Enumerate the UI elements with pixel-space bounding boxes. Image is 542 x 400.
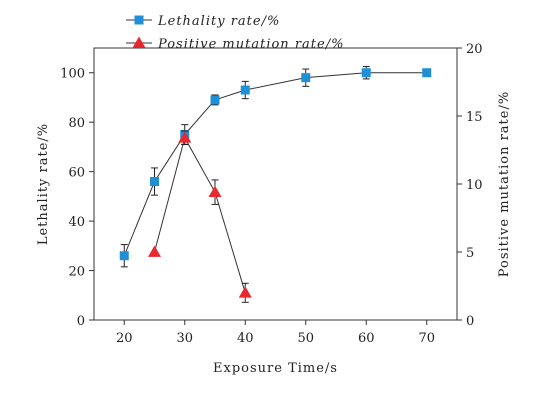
x-tick-label: 30 [176, 331, 193, 346]
data-point [422, 68, 432, 78]
x-tick-label: 60 [358, 331, 375, 346]
x-tick-label: 50 [297, 331, 314, 346]
data-point [361, 68, 371, 78]
legend-marker [134, 15, 144, 25]
axes: 20 30 40 50 60 70 0 20 40 60 80 100 0 5 10 15 20 Exposure… [36, 42, 512, 376]
y-tick-label: 40 [68, 215, 85, 230]
y2-tick-label: 5 [466, 246, 474, 261]
y2-tick-label: 0 [466, 314, 474, 329]
y-tick-label: 20 [68, 265, 85, 280]
data-point [210, 95, 220, 105]
x-axis-title: Exposure Time/s [213, 361, 338, 376]
series-layer [119, 66, 432, 303]
data-point [301, 73, 311, 83]
y2-tick-label: 15 [466, 110, 483, 125]
y2-tick-label: 20 [466, 42, 483, 57]
series-line [123, 72, 427, 256]
series-line [154, 136, 246, 293]
y2-axis-title: Positive mutation rate/% [497, 91, 512, 277]
y-tick-label: 100 [60, 67, 85, 82]
y-tick-label: 0 [77, 314, 85, 329]
series-positive-mutation-rate [148, 130, 252, 303]
y2-tick-label: 10 [466, 178, 483, 193]
data-point [119, 251, 129, 261]
legend-marker [132, 36, 146, 48]
y-axis-title: Lethality rate/% [36, 123, 51, 245]
data-point [238, 286, 252, 298]
legend: Lethality rate/% Positive mutation rate/% [126, 14, 344, 52]
y-tick-label: 80 [68, 116, 85, 131]
plot-frame [93, 47, 458, 321]
legend-label: Lethality rate/% [157, 14, 280, 29]
x-tick-label: 40 [237, 331, 254, 346]
data-point [178, 131, 192, 143]
legend-label: Positive mutation rate/% [157, 37, 344, 52]
series-lethality-rate [119, 66, 432, 268]
data-point [150, 177, 159, 187]
x-tick-label: 70 [418, 331, 435, 346]
data-point [148, 245, 161, 257]
data-point [208, 185, 222, 198]
y-tick-label: 60 [68, 166, 85, 181]
x-tick-label: 20 [116, 331, 133, 346]
data-point [240, 85, 250, 95]
